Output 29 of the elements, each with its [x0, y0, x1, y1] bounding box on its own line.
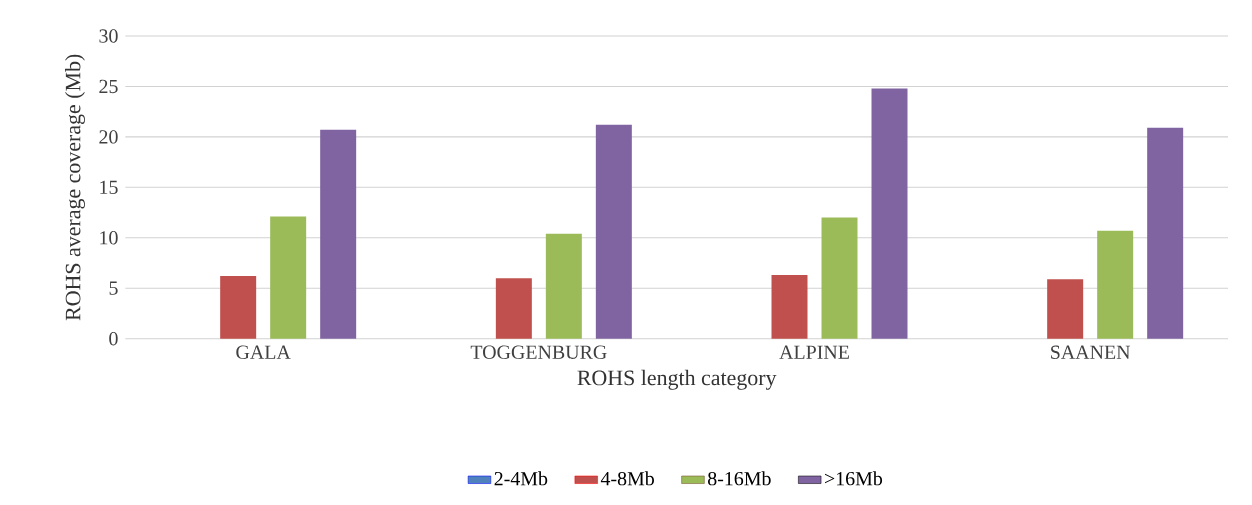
- y-axis-title: ROHS average coverage (Mb): [65, 54, 85, 321]
- x-tick-label: ALPINE: [779, 345, 849, 359]
- x-axis-title: ROHS length category: [577, 369, 777, 390]
- legend-label: >16Mb: [824, 471, 883, 486]
- bar: [220, 275, 257, 339]
- x-tick-label: TOGGENBURG: [470, 345, 607, 359]
- y-tick-label: 10: [100, 230, 118, 245]
- y-tick-label: 0: [109, 331, 118, 346]
- x-tick-label: SAANEN: [1051, 345, 1131, 359]
- y-tick-label: 15: [100, 180, 118, 194]
- bar: [1147, 127, 1184, 339]
- legend-label: 8-16Mb: [708, 471, 771, 486]
- bar: [595, 124, 632, 339]
- bar: [320, 129, 357, 339]
- bar: [495, 277, 532, 339]
- bar: [1047, 278, 1084, 339]
- legend-label: 4-8Mb: [600, 471, 654, 486]
- y-tick-label: 20: [99, 130, 118, 144]
- bar: [821, 217, 858, 339]
- bar: [771, 274, 808, 339]
- bar: [871, 88, 908, 339]
- bar: [545, 233, 582, 339]
- x-tick-label: GALA: [236, 345, 291, 359]
- bar: [270, 216, 307, 339]
- y-tick-label: 30: [99, 29, 118, 43]
- legend-label: 2-4Mb: [494, 471, 548, 486]
- y-tick-label: 25: [99, 79, 118, 93]
- y-tick-label: 5: [109, 281, 118, 295]
- bar: [1097, 230, 1134, 339]
